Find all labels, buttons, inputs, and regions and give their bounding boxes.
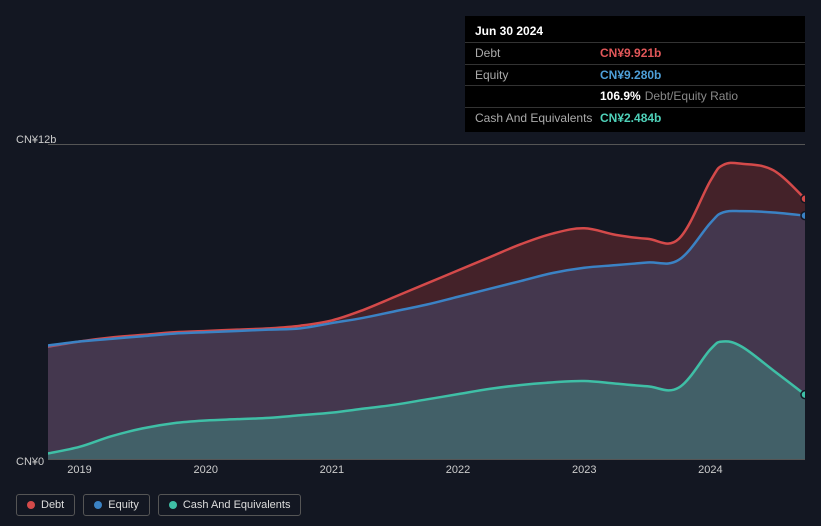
yaxis-label-min: CN¥0 bbox=[16, 456, 44, 468]
chart-container: CN¥12b CN¥0 201920202021202220232024 bbox=[16, 120, 805, 510]
tooltip-row-label: Debt bbox=[475, 46, 600, 60]
legend-dot-icon bbox=[27, 501, 35, 509]
chart-plot-area[interactable] bbox=[48, 144, 805, 460]
chart-legend: Debt Equity Cash And Equivalents bbox=[16, 494, 301, 516]
xaxis-tick-label: 2019 bbox=[67, 464, 91, 476]
xaxis-tick-label: 2020 bbox=[193, 464, 217, 476]
tooltip-row-label bbox=[475, 89, 600, 103]
xaxis-tick-label: 2021 bbox=[320, 464, 344, 476]
tooltip-row-value: 106.9% bbox=[600, 89, 641, 103]
tooltip-row: DebtCN¥9.921b bbox=[465, 43, 805, 64]
tooltip-row-value: CN¥9.280b bbox=[600, 68, 661, 82]
xaxis-tick-label: 2022 bbox=[446, 464, 470, 476]
tooltip-rows: DebtCN¥9.921bEquityCN¥9.280b106.9%Debt/E… bbox=[465, 43, 805, 128]
legend-label: Cash And Equivalents bbox=[183, 499, 291, 511]
legend-item[interactable]: Equity bbox=[83, 494, 150, 516]
xaxis-labels: 2019 2020 2021 2022 2023 2024 bbox=[48, 464, 805, 478]
tooltip-row-sublabel: Debt/Equity Ratio bbox=[645, 89, 738, 103]
tooltip-date: Jun 30 2024 bbox=[465, 20, 805, 43]
tooltip-row: EquityCN¥9.280b bbox=[465, 65, 805, 86]
tooltip-row-value: CN¥9.921b bbox=[600, 46, 661, 60]
chart-tooltip: Jun 30 2024 DebtCN¥9.921bEquityCN¥9.280b… bbox=[465, 16, 805, 132]
xaxis-tick-label: 2023 bbox=[572, 464, 596, 476]
legend-dot-icon bbox=[169, 501, 177, 509]
legend-item[interactable]: Cash And Equivalents bbox=[158, 494, 302, 516]
xaxis-tick-label: 2024 bbox=[698, 464, 722, 476]
legend-dot-icon bbox=[94, 501, 102, 509]
tooltip-row: 106.9% Debt/Equity Ratio bbox=[465, 86, 805, 107]
legend-label: Debt bbox=[41, 499, 64, 511]
legend-item[interactable]: Debt bbox=[16, 494, 75, 516]
chart-svg bbox=[48, 144, 805, 460]
tooltip-row-label: Equity bbox=[475, 68, 600, 82]
legend-label: Equity bbox=[108, 499, 139, 511]
